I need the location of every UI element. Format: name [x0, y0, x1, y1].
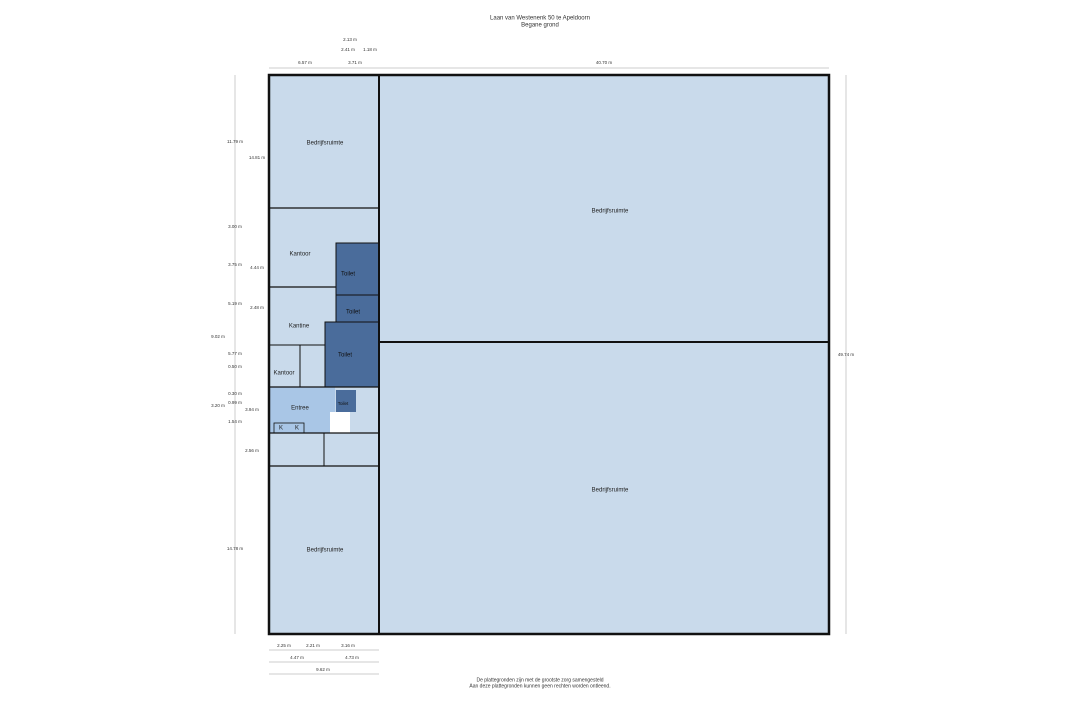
footer-line: Aan deze plattegronden kunnen geen recht…	[469, 683, 610, 689]
dimension: 49.74 m	[838, 352, 855, 357]
dimension: 2.13 m	[343, 37, 357, 42]
subtitle: Begane grond	[521, 23, 559, 29]
dimension: 2.56 m	[245, 448, 259, 453]
room-label: Bedrijfsruimte	[307, 141, 344, 147]
dimension: 3.16 m	[341, 643, 355, 648]
dimension: 3.20 m	[211, 403, 225, 408]
title: Laan van Westenenk 50 te Apeldoorn	[490, 16, 590, 22]
dimension: 0.99 m	[228, 400, 242, 405]
footer-line: De plattegronden zijn met de grootste zo…	[476, 677, 603, 683]
dimension: 4.73 m	[345, 655, 359, 660]
entree-fill	[269, 387, 335, 433]
room-label: Toilet	[341, 272, 355, 278]
dimension: 11.79 m	[227, 139, 243, 144]
toilet-fill	[336, 390, 356, 412]
room-label: Toilet	[338, 401, 349, 406]
dimension: 9.02 m	[211, 334, 225, 339]
dimension: 2.48 m	[250, 305, 264, 310]
dimension: 0.30 m	[228, 391, 242, 396]
room-label: Kantine	[289, 324, 310, 330]
room-label: Kantoor	[289, 252, 310, 258]
outer-wall	[267, 73, 831, 636]
dimension: 14.81 m	[249, 155, 266, 160]
dimension: 4.47 m	[290, 655, 304, 660]
rooms-fill	[269, 75, 829, 634]
walls	[267, 73, 831, 636]
dimension: 9.62 m	[316, 667, 330, 672]
dimension: 6.57 m	[298, 60, 312, 65]
room-label: Entree	[291, 406, 309, 412]
wall	[273, 422, 305, 434]
room-label: Toilet	[338, 353, 352, 359]
dimension: 5.19 m	[228, 301, 242, 306]
dimension: 4.44 m	[250, 265, 264, 270]
toilet-fill	[325, 322, 379, 387]
dimension: 1.54 m	[228, 419, 242, 424]
dimension: 0.50 m	[228, 364, 242, 369]
dimension: 2.25 m	[277, 643, 291, 648]
dimension: 14.78 m	[227, 546, 244, 551]
toilet-fill	[336, 243, 379, 295]
room-label: K	[295, 426, 299, 432]
dimension: 3.71 m	[348, 60, 362, 65]
room-label: Bedrijfsruimte	[592, 209, 629, 215]
dimension: 2.21 m	[306, 643, 320, 648]
dimension: 40.70 m	[596, 60, 613, 65]
dimension: 2.41 m	[341, 47, 355, 52]
stairs	[330, 412, 350, 433]
wall	[324, 321, 380, 388]
room-label: Bedrijfsruimte	[592, 488, 629, 494]
room-label: K	[279, 426, 283, 432]
dimension: 3.75 m	[228, 262, 242, 267]
dimension: 1.18 m	[363, 47, 377, 52]
dimension: 3.00 m	[228, 224, 242, 229]
room-label: Kantoor	[273, 371, 294, 377]
dimension: 5.77 m	[228, 351, 242, 356]
dimension-lines	[234, 67, 847, 675]
room-label: Bedrijfsruimte	[307, 548, 344, 554]
dimension: 3.94 m	[245, 407, 259, 412]
room-label: Toilet	[346, 310, 360, 316]
toilet-fill	[336, 295, 379, 322]
